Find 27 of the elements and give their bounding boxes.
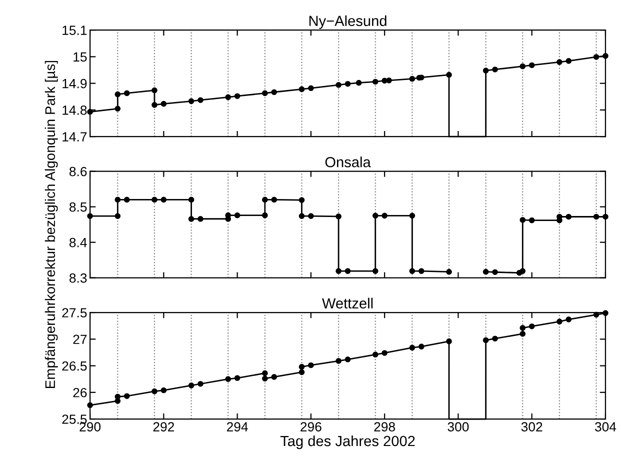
x-tick-label: 300 xyxy=(448,422,469,432)
y-tick-label: 27 xyxy=(73,334,87,344)
y-tick-label: 15 xyxy=(74,52,87,62)
y-tick-label: 8.3 xyxy=(70,273,87,283)
y-tick-label: 14.7 xyxy=(62,132,87,142)
y-tick-label: 25.5 xyxy=(62,414,87,424)
y-tick-label: 8.4 xyxy=(70,238,87,248)
y-tick-label: 27.5 xyxy=(62,308,87,318)
x-tick-label: 290 xyxy=(80,422,101,432)
x-tick-label: 298 xyxy=(374,422,396,432)
chart-title: Wettzell xyxy=(322,298,373,308)
x-tick-label: 304 xyxy=(594,422,616,432)
x-tick-label: 292 xyxy=(153,422,174,432)
y-tick-label: 15.1 xyxy=(62,26,87,36)
x-tick-label: 294 xyxy=(226,422,248,432)
x-tick-label: 302 xyxy=(521,422,542,432)
y-tick-label: 8.6 xyxy=(70,166,87,176)
y-tick-label: 14.8 xyxy=(62,106,87,115)
y-tick-label: 14.9 xyxy=(62,78,87,88)
y-tick-label: 8.5 xyxy=(70,202,87,212)
x-axis-title: Tag des Jahres 2002 xyxy=(280,435,415,450)
y-tick-label: 26.5 xyxy=(62,361,87,371)
chart-title: Ny−Alesund xyxy=(309,15,386,29)
chart-title: Onsala xyxy=(325,156,371,168)
y-tick-label: 26 xyxy=(73,388,87,398)
y-axis-title: Empfängeruhrkorrektur bezüglich Algonquin Park [µs] xyxy=(44,60,58,388)
x-tick-label: 296 xyxy=(300,422,322,432)
